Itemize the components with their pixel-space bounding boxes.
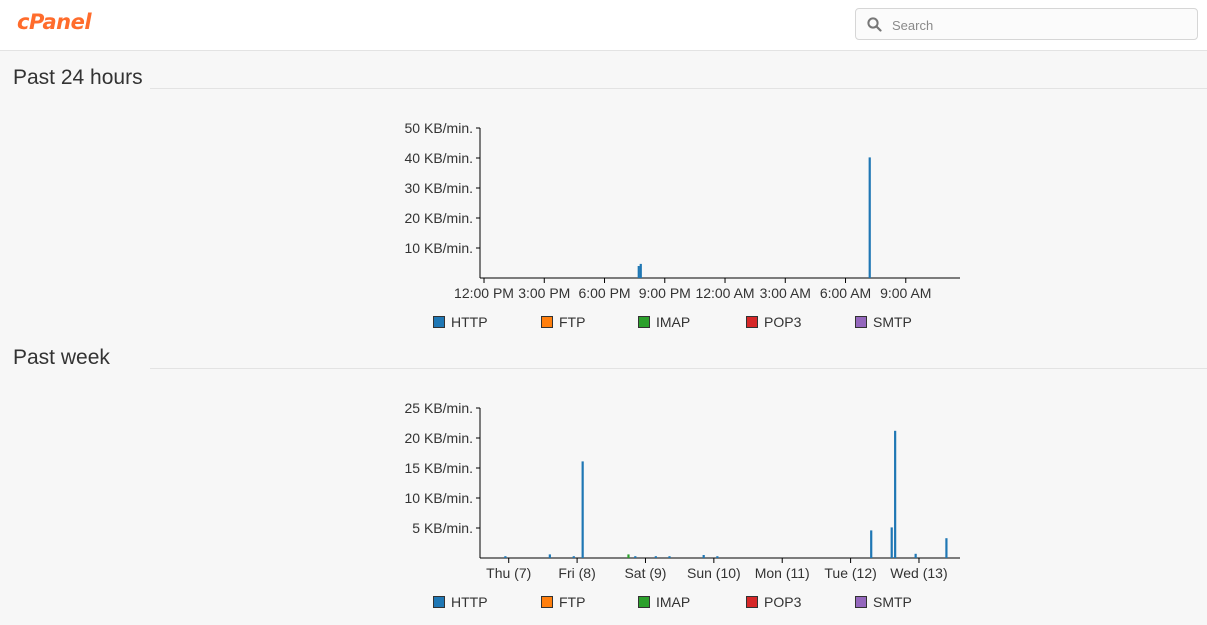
legend-item-pop3[interactable]: POP3 [746,593,801,611]
legend-item-ftp[interactable]: FTP [541,313,585,331]
section-divider [150,88,1207,89]
bar-http[interactable] [504,556,507,558]
legend-item-http[interactable]: HTTP [433,313,488,331]
bar-http[interactable] [639,263,642,278]
legend-swatch [638,316,650,328]
x-tick-label: Wed (13) [890,565,947,581]
x-tick-label: Thu (7) [486,565,531,581]
x-tick-label: 12:00 PM [454,285,514,301]
search-icon [867,17,882,32]
y-tick-label: 25 KB/min. [405,400,473,416]
x-tick-label: Tue (12) [824,565,876,581]
legend-label: POP3 [764,314,802,330]
chart-legend-24h: HTTP FTP IMAP POP3 SMTP [433,313,953,333]
legend-item-imap[interactable]: IMAP [638,313,690,331]
x-tick-label: Mon (11) [755,565,810,581]
y-tick-label: 20 KB/min. [405,430,473,446]
bar-http[interactable] [945,538,948,558]
bar-http[interactable] [572,556,575,558]
y-tick-label: 20 KB/min. [405,210,473,226]
x-tick-label: 3:00 AM [760,285,811,301]
x-tick-label: 12:00 AM [695,285,754,301]
legend-item-imap[interactable]: IMAP [638,593,690,611]
legend-swatch [746,596,758,608]
bar-imap[interactable] [627,554,630,558]
legend-label: POP3 [764,594,802,610]
legend-label: HTTP [451,314,488,330]
x-tick-label: 9:00 AM [880,285,931,301]
bar-http[interactable] [548,554,551,558]
legend-swatch [541,316,553,328]
legend-label: SMTP [873,594,912,610]
bar-http[interactable] [870,530,873,558]
x-tick-label: 9:00 PM [639,285,691,301]
x-tick-label: Sat (9) [624,565,666,581]
bar-http[interactable] [637,266,640,278]
legend-label: FTP [559,594,586,610]
legend-item-http[interactable]: HTTP [433,593,488,611]
bar-http[interactable] [634,556,637,558]
legend-swatch [855,596,867,608]
y-tick-label: 40 KB/min. [405,150,473,166]
legend-swatch [638,596,650,608]
bar-http[interactable] [890,527,893,558]
search-input[interactable] [890,14,1184,36]
bar-http[interactable] [716,556,719,558]
legend-label: SMTP [873,314,912,330]
section-title-week: Past week [13,346,110,369]
x-tick-label: Sun (10) [687,565,741,581]
chart-legend-week: HTTP FTP IMAP POP3 SMTP [433,593,953,613]
x-tick-label: 3:00 PM [518,285,570,301]
x-tick-label: Fri (8) [558,565,595,581]
y-tick-label: 10 KB/min. [405,490,473,506]
legend-item-ftp[interactable]: FTP [541,593,585,611]
y-tick-label: 5 KB/min. [412,520,473,536]
bar-http[interactable] [654,556,657,558]
bandwidth-chart-week: 25 KB/min. 20 KB/min. 15 KB/min. 10 KB/min.… [405,400,960,581]
search-box[interactable] [855,8,1198,40]
section-divider [150,368,1207,369]
bar-http[interactable] [581,461,584,558]
bar-http[interactable] [894,430,897,558]
x-tick-label: 6:00 PM [578,285,630,301]
legend-label: FTP [559,314,586,330]
legend-swatch [541,596,553,608]
bar-http[interactable] [868,157,871,278]
bar-http[interactable] [914,553,917,558]
legend-label: IMAP [656,594,691,610]
legend-swatch [433,316,445,328]
legend-label: HTTP [451,594,488,610]
legend-item-pop3[interactable]: POP3 [746,313,801,331]
bandwidth-chart-24h: 50 KB/min. 40 KB/min. 30 KB/min. 20 KB/min.… [405,120,960,301]
cpanel-logo[interactable]: cPanel [17,10,92,34]
legend-swatch [855,316,867,328]
y-tick-label: 15 KB/min. [405,460,473,476]
legend-swatch [433,596,445,608]
y-tick-label: 10 KB/min. [405,240,473,256]
section-title-24h: Past 24 hours [13,66,143,89]
top-bar: cPanel [0,0,1207,51]
legend-label: IMAP [656,314,691,330]
bar-http[interactable] [702,555,705,558]
legend-item-smtp[interactable]: SMTP [855,593,912,611]
y-tick-label: 50 KB/min. [405,120,473,136]
x-tick-label: 6:00 AM [820,285,871,301]
bar-http[interactable] [668,556,671,558]
legend-swatch [746,316,758,328]
y-tick-label: 30 KB/min. [405,180,473,196]
legend-item-smtp[interactable]: SMTP [855,313,912,331]
